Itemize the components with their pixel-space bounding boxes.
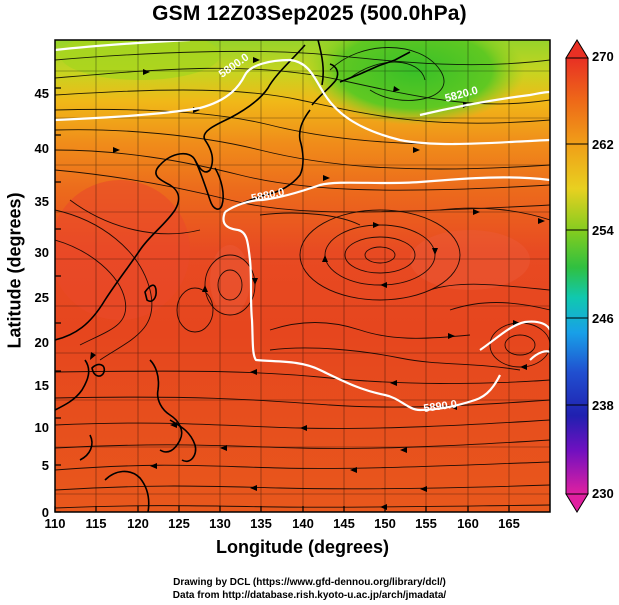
y-tick-label: 25 — [35, 290, 49, 305]
x-tick-label: 160 — [457, 516, 479, 531]
x-tick-label: 145 — [333, 516, 355, 531]
wind-streamlines — [55, 47, 550, 509]
colorbar-label: 246 — [592, 311, 614, 326]
contour-label-5890: 5890.0 — [423, 398, 458, 415]
x-tick-label: 155 — [415, 516, 437, 531]
y-tick-labels: 0 5 10 15 20 25 30 35 40 45 — [35, 86, 49, 520]
y-tick-label: 5 — [42, 458, 49, 473]
y-tick-label: 35 — [35, 194, 49, 209]
colorbar: 270 262 254 246 238 230 — [565, 39, 614, 513]
credit-data: Data from http://database.rish.kyoto-u.a… — [172, 590, 447, 601]
map-title: GSM 12Z03Sep2025 (500.0hPa) — [152, 2, 467, 25]
y-tick-label: 45 — [35, 86, 49, 101]
geopotential-contours — [55, 40, 550, 412]
colorbar-label: 262 — [592, 137, 614, 152]
y-tick-label: 40 — [35, 141, 49, 156]
x-tick-label: 165 — [498, 516, 520, 531]
y-tick-marks — [55, 87, 61, 513]
wind-arrows — [90, 57, 545, 510]
colorbar-label: 254 — [592, 223, 614, 238]
x-tick-label: 130 — [209, 516, 231, 531]
x-tick-label: 125 — [168, 516, 190, 531]
colorbar-label: 238 — [592, 398, 614, 413]
x-tick-label: 150 — [374, 516, 396, 531]
x-tick-labels: 110 115 120 125 130 135 140 145 150 155 … — [45, 516, 520, 531]
y-tick-label: 15 — [35, 378, 49, 393]
y-tick-label: 30 — [35, 245, 49, 260]
y-tick-label: 0 — [42, 505, 49, 520]
coastlines — [55, 40, 411, 512]
x-tick-label: 110 — [45, 516, 66, 531]
colorbar-label: 270 — [592, 49, 614, 64]
lat-lon-grid — [55, 40, 550, 512]
credit-drawing: Drawing by DCL (https://www.gfd-dennou.o… — [173, 577, 446, 588]
y-tick-label: 10 — [35, 420, 49, 435]
x-tick-label: 135 — [250, 516, 272, 531]
x-tick-label: 140 — [292, 516, 314, 531]
x-tick-label: 115 — [86, 516, 107, 531]
x-tick-marks — [54, 506, 510, 512]
x-axis-label: Longitude (degrees) — [215, 537, 389, 557]
x-tick-label: 120 — [127, 516, 149, 531]
y-axis-label: Latitude (degrees) — [4, 192, 25, 349]
y-tick-label: 20 — [35, 335, 49, 350]
colorbar-label: 230 — [592, 486, 614, 501]
